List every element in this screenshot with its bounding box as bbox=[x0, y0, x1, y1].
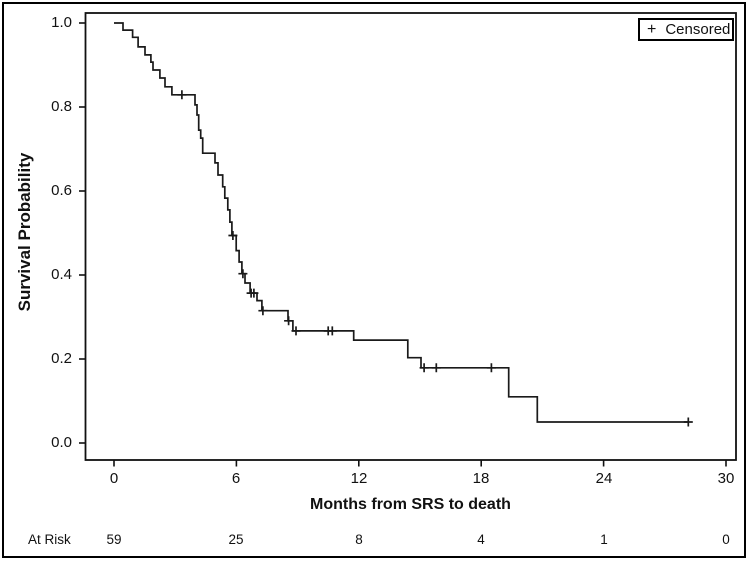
y-tick-label: 0.6 bbox=[51, 182, 72, 199]
x-tick-label: 30 bbox=[717, 470, 735, 487]
censor-mark bbox=[419, 363, 429, 373]
at-risk-count: 25 bbox=[228, 532, 244, 547]
x-tick-label: 18 bbox=[472, 470, 490, 487]
at-risk-count: 8 bbox=[355, 532, 363, 547]
x-tick-label: 0 bbox=[109, 470, 119, 487]
at-risk-label: At Risk bbox=[28, 532, 71, 547]
x-tick-label: 6 bbox=[231, 470, 241, 487]
censor-mark bbox=[284, 316, 294, 326]
y-tick-label: 0.0 bbox=[51, 434, 72, 451]
at-risk-count: 4 bbox=[477, 532, 485, 547]
censor-mark bbox=[258, 306, 268, 316]
legend-censored: + Censored bbox=[638, 18, 734, 41]
censored-plus-icon: + bbox=[647, 20, 657, 38]
legend-label: Censored bbox=[665, 21, 731, 38]
x-tick-label: 24 bbox=[595, 470, 613, 487]
plot-frame bbox=[84, 12, 737, 461]
censor-mark bbox=[238, 269, 248, 279]
at-risk-count: 59 bbox=[106, 532, 122, 547]
at-risk-count: 0 bbox=[722, 532, 730, 547]
censor-mark bbox=[683, 417, 693, 427]
y-tick-label: 1.0 bbox=[51, 14, 72, 31]
at-risk-count: 1 bbox=[600, 532, 608, 547]
censor-mark bbox=[228, 231, 238, 240]
censor-mark bbox=[177, 90, 187, 100]
y-tick-label: 0.2 bbox=[51, 350, 72, 367]
censor-mark bbox=[249, 288, 259, 298]
y-axis-title: Survival Probability bbox=[15, 152, 34, 312]
censor-mark bbox=[431, 363, 441, 373]
x-tick-label: 12 bbox=[350, 470, 368, 487]
x-axis-title: Months from SRS to death bbox=[310, 496, 511, 513]
censor-mark bbox=[486, 363, 496, 373]
survival-step-curve bbox=[114, 22, 689, 423]
censor-mark bbox=[291, 326, 301, 336]
y-tick-label: 0.8 bbox=[51, 98, 72, 115]
censor-mark bbox=[327, 326, 337, 336]
y-tick-label: 0.4 bbox=[51, 266, 72, 283]
